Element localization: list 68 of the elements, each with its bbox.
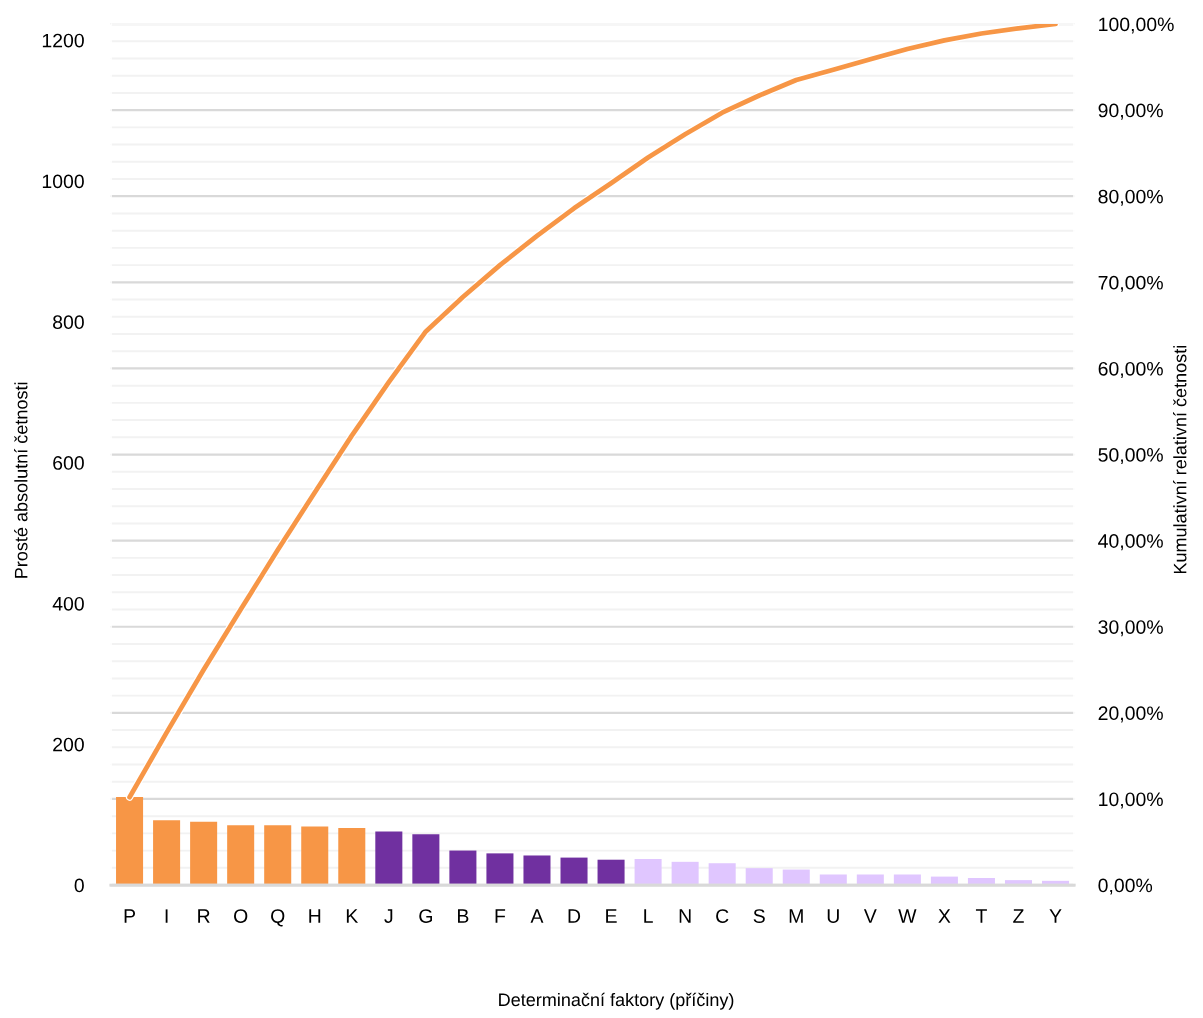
y-tick-label: 600 xyxy=(53,456,84,470)
bar xyxy=(153,820,181,886)
x-tick-label: X xyxy=(938,909,951,923)
bar xyxy=(819,874,847,886)
x-axis-title: Determinační faktory (příčiny) xyxy=(499,992,734,1010)
x-tick-label: K xyxy=(346,909,359,923)
x-tick-label: P xyxy=(124,909,136,923)
x-tick-label: O xyxy=(234,909,248,923)
x-tick-label: U xyxy=(827,909,839,923)
x-tick-label: E xyxy=(606,909,617,923)
bar xyxy=(190,821,218,886)
y2-tick-label: 20,00% xyxy=(1098,706,1163,723)
x-tick-label: H xyxy=(309,909,321,923)
x-tick-label: T xyxy=(975,909,987,923)
x-tick-label: Z xyxy=(1013,909,1024,923)
bar xyxy=(227,825,255,886)
bar xyxy=(782,869,810,886)
bar xyxy=(412,834,440,886)
y-tick-label: 200 xyxy=(53,737,84,752)
x-tick-label: I xyxy=(165,909,168,923)
y2-tick-label: 80,00% xyxy=(1098,189,1163,206)
y-tick-label: 400 xyxy=(52,596,84,611)
x-tick-label: W xyxy=(898,909,917,923)
y-tick-label: 0 xyxy=(74,878,84,893)
x-tick-label: Y xyxy=(1049,909,1062,923)
y2-axis-title: Kumulativní relativní četnosti xyxy=(1173,346,1187,574)
x-tick-label: Q xyxy=(271,909,285,927)
x-tick-label: N xyxy=(679,909,691,923)
x-tick-label: C xyxy=(716,909,729,923)
bar xyxy=(523,855,551,886)
y2-tick-label: 0,00% xyxy=(1098,878,1153,895)
y-tick-label: 1200 xyxy=(42,33,84,48)
bar xyxy=(375,831,403,886)
bar xyxy=(301,826,329,886)
x-tick-label: A xyxy=(530,909,544,923)
bar xyxy=(486,853,514,886)
y-tick-label: 800 xyxy=(53,315,84,330)
y2-tick-label: 100,00% xyxy=(1099,17,1174,34)
bar xyxy=(264,825,292,886)
bar xyxy=(597,859,625,886)
y2-tick-label: 40,00% xyxy=(1098,534,1163,551)
x-tick-label: R xyxy=(198,909,210,923)
bar xyxy=(745,868,773,886)
x-tick-label: F xyxy=(495,909,506,923)
bar xyxy=(856,874,884,886)
y2-tick-label: 30,00% xyxy=(1098,620,1163,637)
x-tick-label: G xyxy=(419,909,432,923)
bar xyxy=(708,863,736,886)
x-tick-label: S xyxy=(753,909,765,923)
y2-tick-label: 90,00% xyxy=(1098,103,1163,120)
bar xyxy=(338,828,366,886)
bar xyxy=(671,861,699,886)
x-tick-label: M xyxy=(789,909,803,923)
x-tick-label: J xyxy=(384,909,393,923)
bar xyxy=(560,857,588,886)
x-tick-label: V xyxy=(863,909,877,923)
y2-tick-label: 70,00% xyxy=(1098,275,1163,292)
x-tick-label: B xyxy=(458,909,469,923)
bar xyxy=(893,874,921,886)
y2-tick-label: 60,00% xyxy=(1098,361,1163,378)
y2-tick-label: 50,00% xyxy=(1098,448,1163,465)
x-tick-label: L xyxy=(644,909,653,923)
x-tick-label: D xyxy=(568,909,581,923)
y-tick-label: 1000 xyxy=(42,174,84,189)
y2-tick-label: 10,00% xyxy=(1099,792,1163,809)
bar xyxy=(634,859,662,886)
y-axis-title: Prosté absolutní četnosti xyxy=(14,382,28,578)
bar xyxy=(449,850,477,886)
